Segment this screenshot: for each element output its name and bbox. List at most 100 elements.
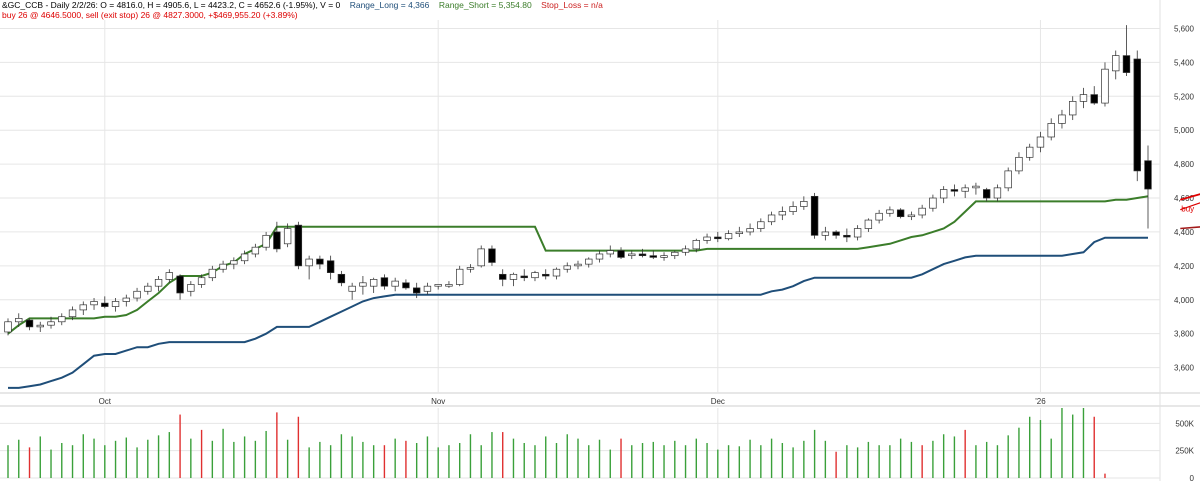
volume-tick-label: 500K (1175, 419, 1194, 428)
candle-up (359, 282, 367, 287)
candle-down (402, 282, 410, 289)
candle-up (154, 279, 163, 287)
candle-up (466, 267, 475, 270)
candle-up (369, 279, 378, 287)
candle-up (111, 301, 120, 307)
candle-down (499, 273, 507, 280)
candle-down (1144, 160, 1152, 190)
candle-down (714, 236, 722, 240)
candles-layer (4, 25, 1152, 336)
price-tick-label: 5,000 (1174, 126, 1195, 135)
candle-up (187, 284, 195, 292)
candle-up (509, 273, 518, 280)
candle-up (391, 280, 399, 287)
candle-up (90, 301, 98, 306)
time-tick-label: Nov (431, 397, 445, 406)
candle-up (1004, 170, 1012, 189)
candle-down (380, 277, 389, 287)
candle-up (886, 209, 894, 214)
stop-loss-readout: Stop_Loss = n/a (541, 0, 603, 10)
candle-up (197, 277, 206, 285)
candle-up (1069, 101, 1077, 116)
time-tick-label: Dec (711, 397, 725, 406)
buy-marker-label: buy (1181, 205, 1194, 214)
candle-up (36, 324, 44, 328)
candle-up (681, 248, 690, 253)
candle-up (122, 297, 130, 302)
candle-up (929, 197, 937, 209)
candle-up (1047, 123, 1055, 138)
candle-up (1036, 136, 1045, 148)
range-short-readout: Range_Short = 5,354.80 (438, 0, 532, 10)
candle-down (326, 260, 335, 273)
candle-up (671, 251, 679, 257)
candle-up (778, 211, 787, 216)
candle-up (574, 263, 582, 267)
candle-up (757, 221, 765, 229)
price-tick-label: 3,800 (1174, 330, 1195, 339)
candle-up (240, 253, 249, 262)
candle-up (907, 214, 916, 218)
candle-up (1015, 156, 1023, 172)
candle-down (638, 253, 647, 257)
trades-layer: buysell (exit stop) (1180, 193, 1200, 214)
candle-down (488, 248, 496, 263)
range-long-line (8, 236, 1148, 389)
candle-down (25, 319, 34, 328)
candle-up (660, 255, 668, 258)
candle-up (692, 240, 700, 250)
candle-up (262, 234, 270, 248)
candle-up (208, 268, 217, 279)
time-tick-label: '26 (1035, 397, 1046, 406)
candle-up (767, 214, 776, 223)
candle-up (230, 260, 238, 265)
candle-down (294, 224, 303, 267)
candle-down (982, 189, 991, 199)
candle-down (896, 209, 905, 218)
candle-up (477, 248, 485, 267)
price-tick-label: 4,000 (1174, 296, 1195, 305)
price-tick-label: 4,400 (1174, 228, 1195, 237)
candle-down (810, 195, 819, 236)
candle-down (176, 275, 184, 294)
candle-down (1090, 94, 1098, 104)
candle-up (219, 263, 227, 270)
candle-up (305, 258, 313, 267)
axis-layer: 5,6005,4005,2005,0004,8004,6004,4004,200… (99, 24, 1195, 481)
range-bands-layer (7, 195, 1200, 389)
price-tick-label: 3,600 (1174, 364, 1195, 373)
candle-down (617, 250, 625, 258)
candle-up (552, 268, 561, 277)
range-long-readout: Range_Long = 4,366 (349, 0, 430, 10)
candle-up (1112, 55, 1120, 72)
candle-down (520, 275, 528, 279)
candle-up (79, 304, 87, 311)
candle-up (445, 284, 453, 287)
volume-tick-label: 0 (1190, 474, 1195, 481)
time-tick-label: Oct (99, 397, 112, 406)
chart-header-line1: &GC_CCB - Daily 2/2/26: O = 4816.0, H = … (2, 0, 603, 11)
ohlc-readout: O = 4816.0, H = 4905.6, L = 4423.2, C = … (100, 0, 341, 10)
candle-up (133, 290, 141, 299)
candle-up (1079, 94, 1088, 102)
candle-down (843, 234, 851, 238)
candle-up (735, 231, 744, 234)
candle-up (972, 185, 980, 189)
candle-up (1026, 146, 1034, 158)
price-tick-label: 5,400 (1174, 58, 1195, 67)
candle-up (918, 207, 926, 216)
candle-up (875, 212, 883, 221)
candle-up (1101, 68, 1109, 104)
volume-tick-label: 250K (1175, 447, 1194, 456)
trade-summary: buy 26 @ 4646.5000, sell (exit stop) 26 … (2, 10, 298, 20)
volume-layer (7, 408, 1106, 478)
candle-up (423, 285, 432, 292)
candle-up (789, 206, 797, 212)
candle-up (58, 316, 66, 323)
candle-down (1122, 55, 1131, 73)
price-tick-label: 4,200 (1174, 262, 1195, 271)
price-tick-label: 5,600 (1174, 24, 1195, 33)
price-tick-label: 4,800 (1174, 160, 1195, 169)
chart-header-line2: buy 26 @ 4646.5000, sell (exit stop) 26 … (2, 10, 298, 21)
